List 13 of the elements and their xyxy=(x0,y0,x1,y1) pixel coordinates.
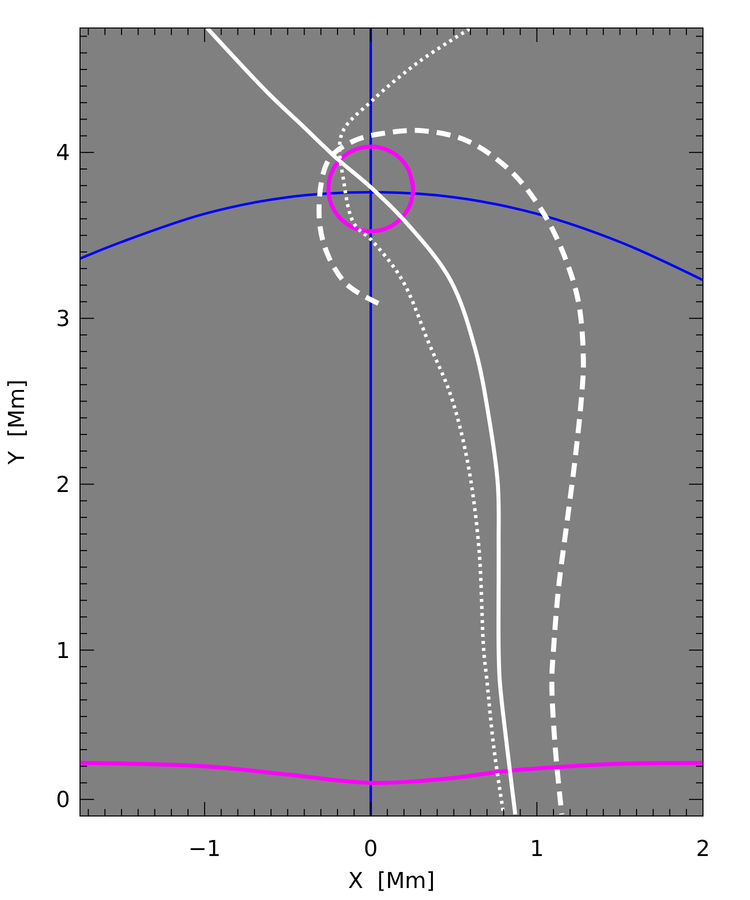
line-series xyxy=(326,144,416,234)
x-axis-title: X [Mm] xyxy=(348,869,435,894)
line-series xyxy=(80,760,703,785)
x-tick-label: 1 xyxy=(530,837,544,862)
y-tick-label: 1 xyxy=(56,638,70,664)
y-tick-label: 2 xyxy=(56,472,70,498)
y-axis-title: Y [Mm] xyxy=(5,379,30,466)
x-tick-label: 0 xyxy=(364,837,378,862)
x-tick-label: 2 xyxy=(696,837,710,862)
y-tick-label: 3 xyxy=(56,307,70,332)
x-tick-label: −1 xyxy=(188,837,221,862)
y-tick-label: 0 xyxy=(56,788,70,814)
y-tick-label: 4 xyxy=(56,141,70,166)
